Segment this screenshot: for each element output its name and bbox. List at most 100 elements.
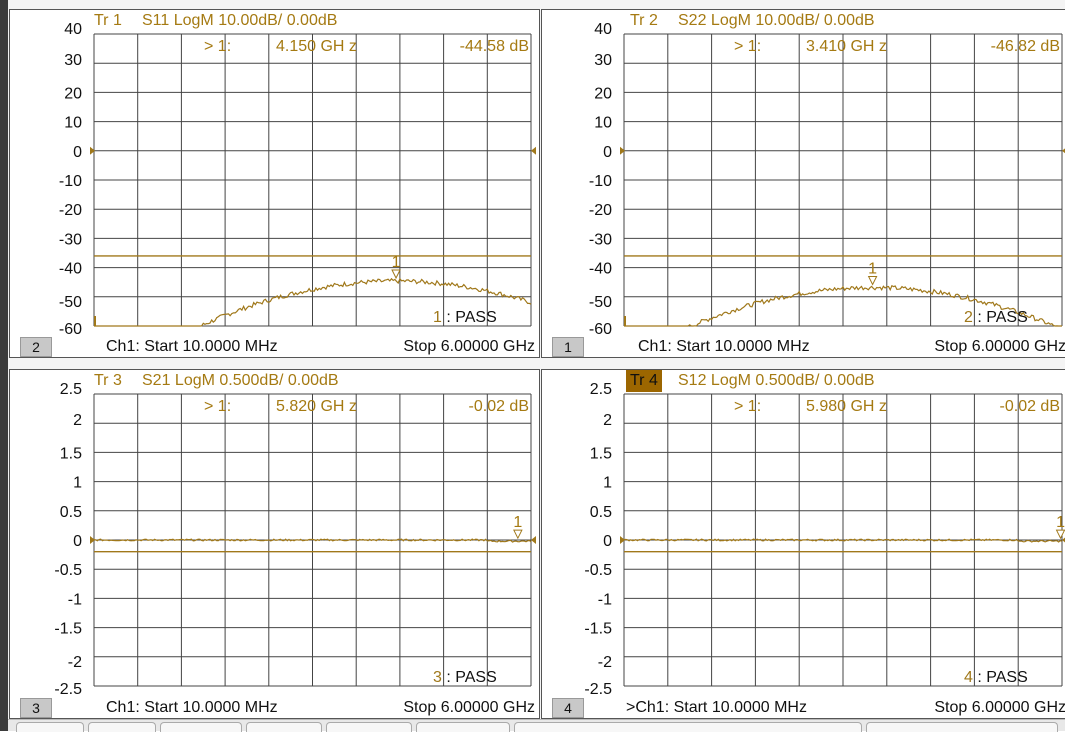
trace-panel-3[interactable]: 2.5 2 1.5 1 0.5 0 -0.5 -1 -1.5 -2 -2.5 1 > 1: 5.820 G… [9, 369, 540, 719]
y-tick-label: -60 [589, 321, 612, 338]
y-tick-label: -0.5 [584, 562, 612, 579]
channel-badge[interactable]: 3 [20, 698, 52, 718]
marker-value: -0.02 dB [1000, 398, 1060, 415]
y-tick-label: 1 [73, 475, 82, 492]
ref-level-arrow-right [531, 536, 536, 544]
softkey-tab[interactable] [326, 722, 412, 732]
plot-area[interactable]: 2.5 2 1.5 1 0.5 0 -0.5 -1 -1.5 -2 -2.5 1 > 1: 5.980 G… [542, 370, 1065, 718]
marker-label: > 1: [204, 38, 231, 55]
trace-number[interactable]: Tr 3 [94, 372, 122, 389]
pass-trace-number: 2 [964, 309, 977, 326]
trace-header: Tr 4 S12 LogM 0.500dB/ 0.00dB [542, 370, 1065, 392]
y-tick-label: 30 [594, 52, 612, 69]
y-tick-label: 2.5 [60, 381, 82, 398]
marker-triangle[interactable] [867, 276, 878, 286]
channel-badge[interactable]: 1 [552, 337, 584, 357]
trace-number[interactable]: Tr 2 [630, 12, 658, 29]
trace-description: S21 LogM 0.500dB/ 0.00dB [142, 372, 339, 389]
channel-footer: 4 >Ch1: Start 10.0000 MHz Stop 6.00000 G… [542, 696, 1065, 718]
y-tick-label: 0 [603, 533, 612, 550]
trace-panel-4[interactable]: 2.5 2 1.5 1 0.5 0 -0.5 -1 -1.5 -2 -2.5 1 > 1: 5.980 G… [541, 369, 1065, 719]
measurement-trace [93, 538, 532, 543]
marker-number-label: 1 [868, 261, 877, 278]
y-tick-label: -50 [589, 294, 612, 311]
y-tick-label: -30 [59, 231, 82, 248]
channel-badge[interactable]: 2 [20, 337, 52, 357]
y-tick-label: 2 [73, 412, 82, 429]
limit-test-result: 4 : PASS [964, 669, 1028, 686]
y-tick-label: 20 [64, 85, 82, 102]
start-frequency: Ch1: Start 10.0000 MHz [106, 338, 278, 355]
y-tick-label: 0 [73, 533, 82, 550]
plot-area[interactable]: 2.5 2 1.5 1 0.5 0 -0.5 -1 -1.5 -2 -2.5 1 > 1: 5.820 G… [10, 370, 539, 718]
trace-header: Tr 3 S21 LogM 0.500dB/ 0.00dB [10, 370, 539, 392]
marker-frequency: 3.410 GH z [806, 38, 887, 55]
marker-label: > 1: [734, 38, 761, 55]
marker-triangle[interactable] [391, 269, 401, 280]
ref-level-arrow-left [620, 536, 625, 544]
stop-frequency: Stop 6.00000 GHz [934, 699, 1065, 716]
y-tick-label: 2.5 [590, 381, 612, 398]
trace-panel-1[interactable]: 40 30 20 10 0 -10 -20 -30 -40 -50 -60 1 > 1: 4.150 GH… [9, 9, 540, 358]
pass-status: : PASS [446, 309, 496, 326]
trace-description: S11 LogM 10.00dB/ 0.00dB [142, 12, 338, 29]
limit-test-result: 3 : PASS [433, 669, 497, 686]
ref-level-arrow-right [1062, 148, 1065, 154]
ref-level-arrow-left [90, 536, 95, 544]
marker-triangle[interactable] [1055, 529, 1065, 540]
plot-area[interactable]: 40 30 20 10 0 -10 -20 -30 -40 -50 -60 1 > 1: 4.150 GH… [10, 10, 539, 357]
y-tick-label: 1.5 [60, 445, 82, 462]
y-tick-label: 1.5 [590, 445, 612, 462]
marker-label: > 1: [734, 398, 761, 415]
softkey-tab[interactable] [416, 722, 510, 732]
softkey-tab[interactable] [16, 722, 84, 732]
stop-frequency: Stop 6.00000 GHz [403, 338, 535, 355]
softkey-tab[interactable] [246, 722, 322, 732]
y-tick-label: -2 [68, 654, 82, 671]
plot-area[interactable]: 40 30 20 10 0 -10 -20 -30 -40 -50 -60 1 > 1: 3.410 GH… [542, 10, 1065, 357]
softkey-tab[interactable] [88, 722, 156, 732]
y-tick-label: -10 [59, 173, 82, 190]
y-tick-label: 30 [64, 52, 82, 69]
start-frequency: Ch1: Start 10.0000 MHz [638, 338, 810, 355]
pass-trace-number: 1 [433, 309, 446, 326]
marker-frequency: 5.820 GH z [276, 398, 357, 415]
y-tick-label: -10 [589, 173, 612, 190]
channel-badge[interactable]: 4 [552, 698, 584, 718]
trace-panel-2[interactable]: 40 30 20 10 0 -10 -20 -30 -40 -50 -60 1 > 1: 3.410 GH… [541, 9, 1065, 358]
marker-triangle[interactable] [513, 529, 523, 540]
y-tick-label: 20 [594, 85, 612, 102]
y-tick-label: 40 [594, 21, 612, 38]
softkey-tab[interactable] [866, 722, 1058, 732]
y-tick-label: -1 [68, 591, 82, 608]
ref-level-arrow-left [620, 146, 625, 155]
softkey-tab[interactable] [514, 722, 862, 732]
marker-frequency: 4.150 GH z [276, 38, 357, 55]
y-tick-label: 0.5 [60, 504, 82, 521]
channel-footer: 3 Ch1: Start 10.0000 MHz Stop 6.00000 GH… [10, 696, 539, 718]
channel-footer: 2 Ch1: Start 10.0000 MHz Stop 6.00000 GH… [10, 335, 539, 357]
marker-frequency: 5.980 GH z [806, 398, 887, 415]
y-tick-label: -40 [59, 261, 82, 278]
y-tick-label: -60 [59, 321, 82, 338]
stop-frequency: Stop 6.00000 GHz [934, 338, 1065, 355]
marker-value: -46.82 dB [991, 38, 1060, 55]
trace-number[interactable]: Tr 1 [94, 12, 122, 29]
trace-description: S22 LogM 10.00dB/ 0.00dB [678, 12, 875, 29]
y-tick-label: 1 [603, 475, 612, 492]
y-tick-label: -40 [589, 261, 612, 278]
y-tick-label: -2.5 [584, 681, 612, 698]
y-tick-label: 0.5 [590, 504, 612, 521]
y-tick-label: -20 [589, 202, 612, 219]
softkey-tab[interactable] [160, 722, 242, 732]
y-tick-label: -50 [59, 294, 82, 311]
y-tick-label: 10 [64, 115, 82, 132]
channel-footer: 1 Ch1: Start 10.0000 MHz Stop 6.00000 GH… [542, 335, 1065, 357]
marker-label: > 1: [204, 398, 231, 415]
trace-number[interactable]: Tr 4 [626, 370, 662, 392]
pass-status: : PASS [977, 309, 1027, 326]
y-tick-label: -2.5 [54, 681, 82, 698]
y-tick-label: -1.5 [584, 621, 612, 638]
limit-test-result: 2 : PASS [964, 309, 1028, 326]
softkey-bar [8, 719, 1065, 732]
